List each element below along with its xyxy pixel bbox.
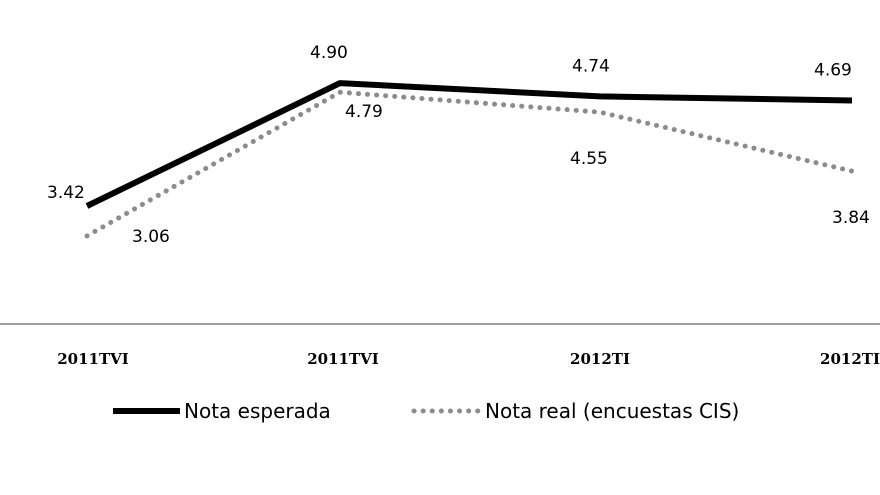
series-line-nota-real [84,89,855,239]
x-tick-label-1: 2011TVI [57,350,129,368]
series-layer [84,80,855,239]
x-tick-layer: 2011TVI 2011TVI 2012TI 2012TI [57,350,880,368]
legend-label-nota-esperada: Nota esperada [184,399,331,423]
data-label-esperada-4: 4.69 [814,61,852,81]
data-label-esperada-1: 3.42 [47,183,85,203]
data-label-real-3: 4.55 [570,149,608,169]
legend-label-nota-real: Nota real (encuestas CIS) [485,399,739,423]
x-tick-label-3: 2012TI [570,350,630,368]
x-tick-label-2: 2011TVI [307,350,379,368]
data-label-real-1: 3.06 [132,227,170,247]
data-label-esperada-3: 4.74 [572,56,610,76]
data-label-esperada-2: 4.90 [310,43,348,63]
x-tick-label-4: 2012TI [820,350,880,368]
legend: Nota esperada Nota real (encuestas CIS) [113,399,739,423]
series-line-nota-esperada [85,80,853,209]
data-label-real-2: 4.79 [345,102,383,122]
data-label-layer: 3.42 4.90 4.74 4.69 3.06 4.79 4.55 3.84 [47,43,870,247]
data-label-real-4: 3.84 [832,208,870,228]
